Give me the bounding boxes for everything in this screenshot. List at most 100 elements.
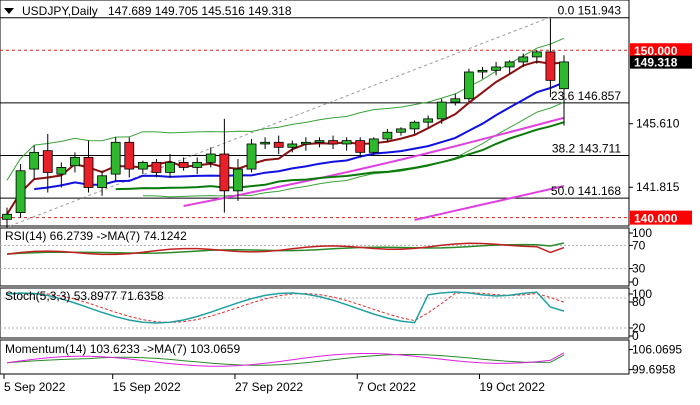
candle xyxy=(273,135,284,155)
stoch-scale-label-2: 20 xyxy=(632,321,646,335)
rsi-line xyxy=(6,242,565,256)
candle-body xyxy=(504,61,515,68)
candle-body xyxy=(355,140,366,153)
candle-body xyxy=(124,141,135,170)
fib-label-4: 50.0 141.168 xyxy=(551,184,621,198)
candle xyxy=(464,68,474,103)
rsi-scale-label-0: 100 xyxy=(632,226,652,240)
candle xyxy=(70,152,80,173)
candle-body xyxy=(287,143,298,148)
candle-body xyxy=(151,161,162,173)
candle-body xyxy=(97,175,107,188)
support-price-tag-bg xyxy=(630,210,692,225)
candle-body xyxy=(29,151,40,170)
stoch-scale-label-1: 80 xyxy=(632,295,646,309)
candle-body xyxy=(70,156,80,167)
rsi-scale-label-2: 30 xyxy=(632,262,646,276)
candle xyxy=(477,66,488,79)
candle xyxy=(504,60,515,74)
candle xyxy=(355,137,366,158)
momentum-title: Momentum(14) 103.6233 ->MA(7) 103.0659 xyxy=(5,342,240,356)
candle-body xyxy=(192,161,203,168)
candle-body xyxy=(233,168,243,192)
support-price-tag: 140.000 xyxy=(634,212,678,226)
stoch-main-line xyxy=(6,291,565,324)
candle-body xyxy=(531,51,542,58)
candle-body xyxy=(559,61,569,90)
ma-long-line xyxy=(183,116,565,207)
candle xyxy=(192,157,203,175)
candle xyxy=(42,133,53,193)
candle-body xyxy=(260,141,271,145)
momentum-scale-label-0: 106.0695 xyxy=(632,343,682,357)
current-price-tag: 149.318 xyxy=(634,56,678,70)
candle xyxy=(423,115,434,128)
resistance-price-tag-bg xyxy=(630,43,692,58)
candle-body xyxy=(545,51,556,81)
candle xyxy=(545,18,556,98)
stoch-scale-label-0: 100 xyxy=(632,287,652,301)
stoch-signal-line xyxy=(6,292,565,324)
ma-mid-line xyxy=(34,81,565,191)
candle-body xyxy=(396,128,406,133)
candle-body xyxy=(477,69,488,73)
candle-body xyxy=(56,167,67,175)
candle xyxy=(151,159,162,178)
candle xyxy=(436,98,447,124)
candle-body xyxy=(314,140,325,143)
collapse-triangle-icon[interactable] xyxy=(4,8,14,14)
ma-fast-line xyxy=(6,60,565,215)
candle xyxy=(531,50,542,64)
candle xyxy=(219,118,230,213)
date-label-4: 19 Oct 2022 xyxy=(479,380,545,394)
candle xyxy=(491,61,501,76)
candle xyxy=(341,137,352,151)
ma-envelope-line xyxy=(414,185,565,221)
candle-body xyxy=(273,141,284,148)
candle xyxy=(165,154,175,178)
rsi-ma-line xyxy=(6,242,565,255)
date-label-1: 15 Sep 2022 xyxy=(113,380,181,394)
candle-body xyxy=(15,170,26,214)
price-axis-label-1: 141.815 xyxy=(636,180,680,194)
ma-slow-line xyxy=(115,121,565,191)
candle xyxy=(368,137,379,156)
rsi-scale-label-1: 70 xyxy=(632,238,646,252)
candle-body xyxy=(205,153,216,163)
candle xyxy=(110,137,121,181)
candle-body xyxy=(450,98,461,103)
price-axis-label-0: 145.610 xyxy=(636,117,680,131)
candle-body xyxy=(246,143,257,170)
candle-body xyxy=(382,131,393,140)
candle xyxy=(97,170,107,196)
rsi-title: RSI(14) 66.2739 ->MA(7) 74.1242 xyxy=(5,229,187,243)
candle-body xyxy=(2,213,12,220)
candle xyxy=(518,53,529,67)
candle-body xyxy=(178,161,189,168)
stoch-scale-label-3: 0 xyxy=(632,329,639,343)
candle-body xyxy=(341,140,352,145)
current-price-tag-bg xyxy=(630,55,692,69)
fib-label-0: 0.0 151.943 xyxy=(558,4,622,18)
date-axis: 5 Sep 2022 15 Sep 2022 27 Sep 2022 7 Oct 20… xyxy=(3,374,545,394)
candle xyxy=(328,135,338,149)
candle-body xyxy=(165,161,175,173)
candle xyxy=(559,55,569,126)
candle xyxy=(29,145,40,180)
momentum-line xyxy=(6,352,565,367)
candle xyxy=(178,157,189,171)
main-price-panel: 0.0 151.943 23.6 146.857 38.2 143.711 50.0 … xyxy=(0,0,692,232)
momentum-scale-label-1: 99.6958 xyxy=(632,363,676,377)
candle xyxy=(2,207,12,232)
candle-body xyxy=(300,141,311,145)
candle xyxy=(56,162,67,188)
fib-label-2: 23.6 146.857 xyxy=(551,89,621,103)
candle xyxy=(382,128,393,143)
ohlc-readout: 147.689 149.705 145.516 149.318 xyxy=(108,4,292,18)
candle xyxy=(124,137,135,178)
candle xyxy=(300,137,311,151)
symbol-title: USDJPY,Daily xyxy=(22,4,98,18)
